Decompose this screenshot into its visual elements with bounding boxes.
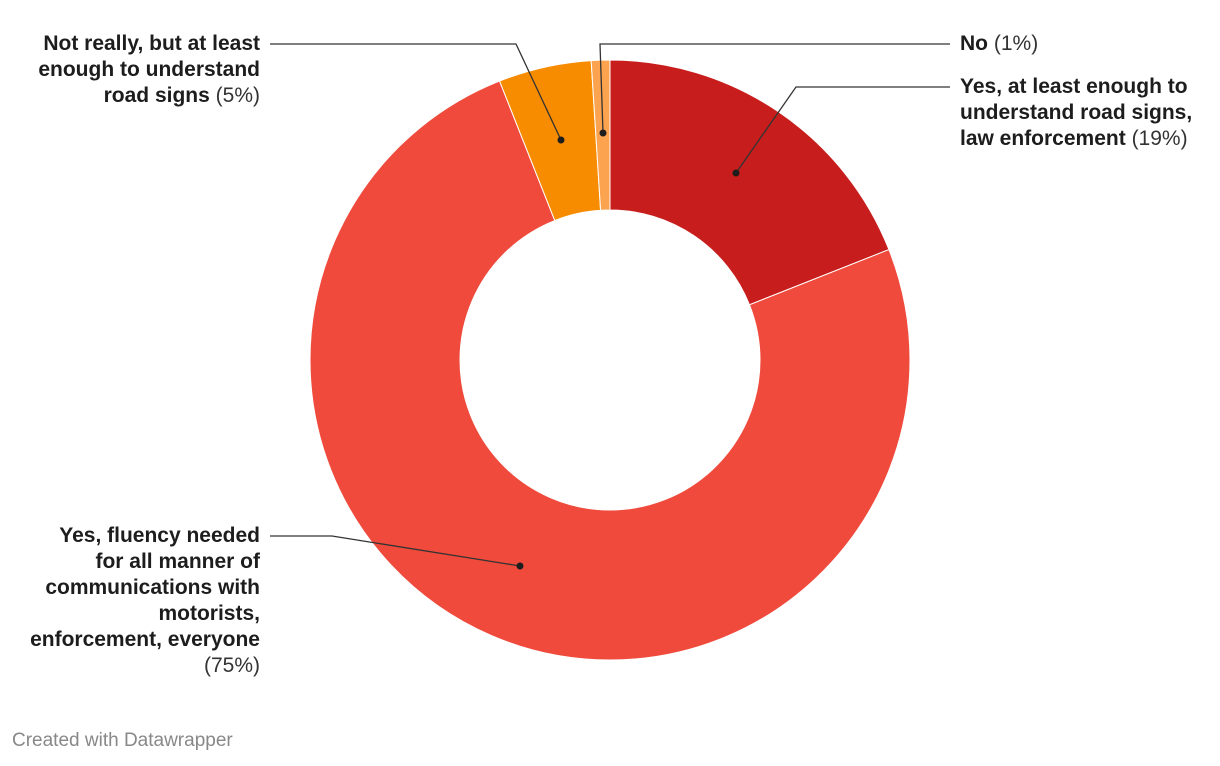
- leader-yes-signs-dot: [732, 169, 740, 177]
- label-not-really-line-1: Not really, but at least: [43, 32, 260, 55]
- label-not-really: Not really, but at least enough to under…: [38, 31, 260, 109]
- label-yes-fluency-pct: (75%): [203, 654, 260, 677]
- label-yes-signs-line-2: understand road signs,: [960, 101, 1193, 124]
- label-yes-fluency-line-4: motorists,: [158, 602, 260, 625]
- label-not-really-line-3: road signs: [103, 84, 210, 107]
- label-yes-fluency-line-5: enforcement, everyone: [30, 628, 260, 651]
- leader-lines: [270, 43, 950, 570]
- leader-yes-signs: [735, 86, 950, 174]
- leader-no-dot: [599, 129, 607, 137]
- label-yes-fluency-line-2: for all manner of: [95, 550, 260, 573]
- leader-no: [599, 43, 950, 134]
- label-not-really-line-2: enough to understand: [38, 58, 260, 81]
- label-no: No (1%): [960, 31, 1038, 57]
- slice-yes-fluency: [309, 80, 911, 661]
- label-no-name: No: [960, 32, 988, 55]
- label-yes-fluency-line-3: communications with: [45, 576, 260, 599]
- slice-yes-signs: [609, 59, 890, 306]
- label-no-pct: (1%): [993, 32, 1039, 55]
- label-yes-fluency-line-1: Yes, fluency needed: [59, 524, 260, 547]
- leader-not-really: [270, 43, 562, 141]
- leader-not-really-dot: [557, 136, 565, 144]
- label-yes-signs-line-3: law enforcement: [960, 127, 1126, 150]
- label-not-really-pct: (5%): [215, 84, 260, 107]
- label-yes-signs-line-1: Yes, at least enough to: [960, 75, 1188, 98]
- leader-yes-fluency: [270, 535, 521, 567]
- label-yes-signs: Yes, at least enough to understand road …: [960, 74, 1192, 152]
- label-yes-fluency: Yes, fluency needed for all manner of co…: [30, 523, 260, 679]
- leader-yes-fluency-dot: [516, 562, 524, 570]
- label-yes-signs-pct: (19%): [1131, 127, 1188, 150]
- donut-slices: [309, 59, 911, 661]
- footer-credit: Created with Datawrapper: [12, 730, 233, 751]
